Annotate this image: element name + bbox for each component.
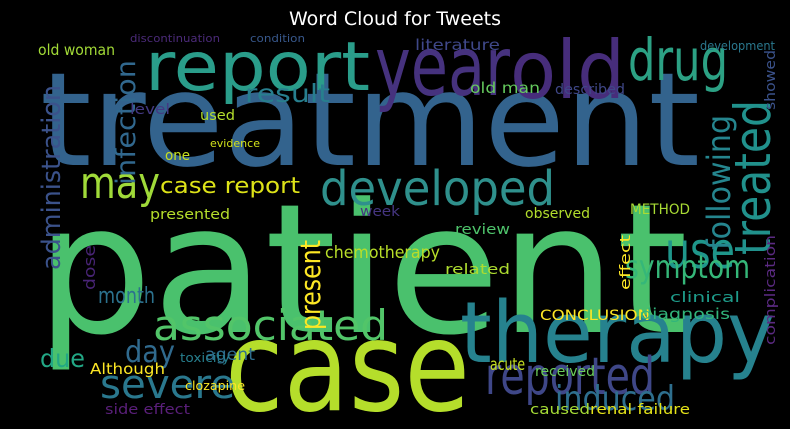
word: condition <box>250 32 305 45</box>
word: showed <box>763 50 779 110</box>
word: dose <box>80 245 99 290</box>
word: acute <box>490 355 525 375</box>
word: result <box>245 79 330 108</box>
word: case <box>225 295 470 429</box>
word: induced <box>555 379 675 419</box>
word: following <box>700 115 738 250</box>
word: severe <box>100 362 235 408</box>
word: clinical <box>670 290 740 306</box>
word: used <box>200 108 235 124</box>
word: year <box>375 20 510 115</box>
word: due <box>40 344 85 373</box>
word: Although <box>90 360 165 378</box>
word: present <box>294 240 327 330</box>
word: received <box>535 364 595 380</box>
word: discontinuation <box>130 32 220 45</box>
word: evidence <box>210 137 260 150</box>
word: use <box>665 222 735 280</box>
word: CONCLUSION <box>540 308 650 324</box>
word: clozapine <box>185 379 245 393</box>
word: week <box>360 204 401 220</box>
word: old woman <box>38 41 115 59</box>
word: diagnosis <box>640 305 730 323</box>
word: caused <box>530 402 590 418</box>
word: infection <box>111 60 142 185</box>
word: renal failure <box>590 402 690 418</box>
word: old <box>510 24 625 117</box>
word: development <box>700 39 775 53</box>
chart-title: Word Cloud for Tweets <box>289 8 501 30</box>
word: complication <box>763 235 779 345</box>
word: month <box>98 284 155 309</box>
word: reported <box>485 347 655 407</box>
word: literature <box>415 36 500 54</box>
word: drug <box>628 26 728 94</box>
word: administration <box>37 85 67 270</box>
word: developed <box>320 161 555 217</box>
word: one <box>165 148 190 164</box>
word: METHOD <box>630 202 690 218</box>
word: associated <box>153 301 388 350</box>
word: therapy <box>460 284 775 383</box>
word: may <box>80 158 160 209</box>
word: review <box>455 222 510 238</box>
word: presented <box>150 207 230 223</box>
word: treatment <box>40 44 700 196</box>
word: symptom <box>625 248 750 286</box>
word: agent <box>205 345 255 365</box>
word: report <box>145 28 370 107</box>
word: old man <box>470 79 540 97</box>
word: described <box>555 82 625 98</box>
word: case report <box>160 174 300 199</box>
word: toxicity <box>180 351 230 365</box>
word: day <box>125 335 175 370</box>
word: related <box>445 262 510 278</box>
word: chemotherapy <box>325 243 440 263</box>
word: treated <box>724 100 782 255</box>
word: observed <box>525 206 590 222</box>
word: effect <box>618 234 634 290</box>
word: patient <box>36 166 688 375</box>
word: side effect <box>105 402 191 418</box>
word: level <box>130 102 170 118</box>
